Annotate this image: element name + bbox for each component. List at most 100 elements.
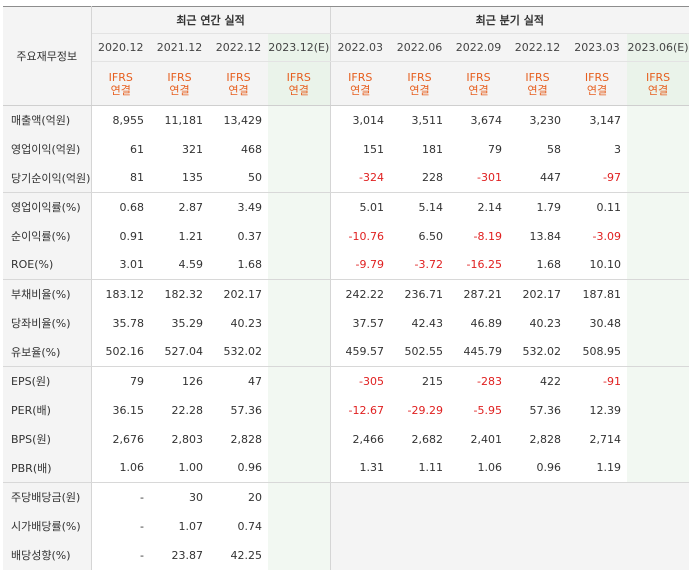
table-row: 부채비율(%) 183.12 182.32 202.17 242.22 236.71 287…	[3, 279, 690, 309]
annual-cell	[268, 395, 331, 425]
quarter-cell	[627, 134, 690, 164]
consolidated-line: 연결	[468, 83, 489, 97]
annual-cell: 0.37	[237, 229, 263, 243]
quarter-cell: 1.11	[390, 453, 450, 483]
annual-cell: 532.02	[209, 337, 268, 367]
annual-cell: 0.96	[209, 453, 268, 483]
annual-cell	[268, 250, 331, 280]
quarter-cell	[627, 163, 690, 193]
annual-cell: 36.15	[112, 403, 145, 417]
quarter-cell: -97	[567, 163, 628, 193]
annual-cell	[268, 134, 331, 164]
quarter-cell	[390, 540, 450, 570]
annual-cell: 13,429	[223, 113, 263, 127]
ifrs-label: IFRS 연결	[390, 61, 450, 106]
quarter-cell	[627, 221, 690, 251]
quarter-cell: -10.76	[329, 221, 391, 251]
period-header: 2022.12	[209, 33, 268, 62]
quarter-cell: 181	[422, 142, 444, 156]
row-label: 순이익률(%)	[3, 221, 92, 251]
annual-cell	[268, 337, 331, 367]
annual-cell: 527.04	[150, 337, 209, 367]
quarter-cell	[627, 250, 690, 280]
quarter-cell: 37.57	[329, 308, 391, 338]
quarter-cell: 58	[547, 142, 562, 156]
quarter-cell	[627, 192, 690, 222]
table-row: 배당성향(%) - 23.87 42.25	[3, 540, 690, 570]
quarter-cell: 1.68	[508, 250, 568, 280]
corner-label: 주요재무정보	[3, 6, 92, 106]
annual-header: 최근 연간 실적	[91, 6, 331, 34]
quarter-cell: 242.22	[329, 279, 391, 309]
table-row: 순이익률(%) 0.91 1.21 0.37 -10.76 6.50 -8.19 13.84 -…	[3, 221, 690, 251]
annual-cell: 1.06	[91, 453, 150, 483]
annual-cell: 0.74	[237, 519, 263, 533]
annual-cell: 42.25	[230, 548, 263, 562]
consolidated-line: 연결	[586, 83, 608, 97]
consolidated-line: 연결	[110, 83, 131, 97]
quarter-cell: 3,511	[411, 113, 444, 127]
ifrs-label: IFRS 연결	[627, 61, 690, 106]
quarter-cell: 422	[540, 374, 562, 388]
annual-cell	[268, 105, 331, 135]
period-header: 2022.03	[329, 33, 391, 62]
annual-cell: 2.87	[178, 200, 204, 214]
quarter-cell: 6.50	[418, 229, 444, 243]
quarter-cell: -301	[449, 163, 509, 193]
ifrs-line: IFRS	[348, 70, 373, 84]
quarter-cell: 532.02	[508, 337, 568, 367]
row-label: PER(배)	[3, 395, 92, 425]
quarter-cell: 1.19	[567, 453, 628, 483]
quarter-cell	[627, 337, 690, 367]
quarter-cell: 2.14	[477, 200, 503, 214]
quarter-cell: 10.10	[567, 250, 628, 280]
annual-cell: 23.87	[171, 548, 204, 562]
ifrs-line: IFRS	[286, 70, 311, 84]
annual-cell	[268, 163, 331, 193]
quarter-cell: 3,674	[470, 113, 503, 127]
quarter-cell	[508, 540, 568, 570]
quarter-cell	[567, 482, 628, 512]
quarter-cell: -3.09	[592, 229, 622, 243]
ifrs-line: IFRS	[108, 70, 133, 84]
annual-cell: 0.91	[119, 229, 145, 243]
quarter-cell: 3,147	[589, 113, 622, 127]
ifrs-label: IFRS 연결	[150, 61, 209, 106]
annual-cell: 183.12	[105, 287, 145, 301]
row-label: 당기순이익(억원)	[3, 163, 92, 193]
quarter-cell: 57.36	[529, 403, 562, 417]
quarter-cell: 42.43	[411, 316, 444, 330]
quarter-cell: 2,828	[529, 432, 562, 446]
quarter-cell: 12.39	[589, 403, 622, 417]
annual-cell	[268, 482, 331, 512]
financial-table: 주요재무정보 최근 연간 실적 최근 분기 실적 2020.12 2021.12 2…	[3, 6, 690, 570]
quarter-cell: 2,466	[329, 424, 391, 454]
quarter-cell: 502.55	[390, 337, 450, 367]
consolidated-line: 연결	[228, 83, 249, 97]
annual-cell: 11,181	[164, 113, 204, 127]
table-row: PER(배) 36.15 22.28 57.36 -12.67 -29.29 -5.95 57…	[3, 395, 690, 425]
annual-cell	[268, 308, 331, 338]
quarter-cell: -283	[477, 374, 503, 388]
quarter-cell	[567, 511, 628, 541]
table-row: EPS(원) 79 126 47 -305 215 -283 422 -91	[3, 366, 690, 396]
quarter-cell: -12.67	[329, 395, 391, 425]
ifrs-line: IFRS	[466, 70, 491, 84]
quarter-cell: -91	[603, 374, 622, 388]
quarter-cell	[627, 366, 690, 396]
ifrs-label: IFRS 연결	[268, 61, 331, 106]
quarter-cell: 215	[422, 374, 444, 388]
annual-cell: 182.32	[164, 287, 204, 301]
period-header: 2022.09	[449, 33, 509, 62]
row-label: 주당배당금(원)	[3, 482, 92, 512]
ifrs-line: IFRS	[645, 70, 671, 84]
annual-cell: 3.01	[91, 250, 150, 280]
annual-cell	[268, 221, 331, 251]
quarter-cell: 3	[614, 142, 622, 156]
annual-cell: -	[140, 519, 144, 533]
annual-cell: 20	[248, 490, 262, 504]
annual-cell: 1.07	[178, 519, 204, 533]
annual-cell: 1.00	[150, 453, 209, 483]
row-label: 영업이익(억원)	[3, 134, 92, 164]
annual-cell: -	[140, 490, 144, 504]
